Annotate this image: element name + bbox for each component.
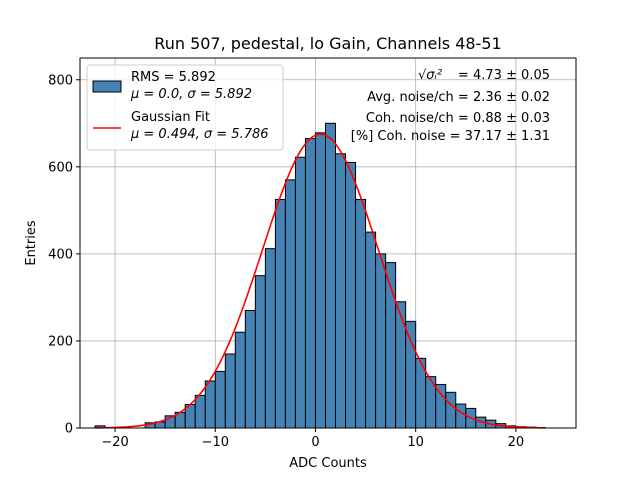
- annotation-sigma-formula: √σᵢ²: [418, 68, 442, 83]
- x-tick-label: 0: [311, 435, 319, 450]
- x-tick-label: −10: [202, 435, 229, 450]
- chart-title: Run 507, pedestal, lo Gain, Channels 48-…: [154, 34, 501, 53]
- gaussian-fit-curve: [95, 133, 546, 429]
- histogram-bar: [194, 394, 206, 429]
- plot-frame: [79, 57, 577, 429]
- histogram-bar: [264, 248, 276, 429]
- legend-box: [86, 64, 284, 151]
- histogram-bar: [395, 301, 407, 429]
- histogram-bar: [244, 309, 256, 429]
- histogram-bar: [214, 370, 226, 429]
- histogram-bar: [445, 391, 457, 429]
- histogram-bar: [294, 156, 306, 429]
- legend-histogram-stats: μ = 0.0, σ = 5.892: [130, 87, 252, 102]
- histogram-bar: [355, 198, 367, 429]
- legend-histogram-label: RMS = 5.892: [131, 70, 216, 85]
- noise-annotations: √σᵢ² = 4.73 ± 0.05 Avg. noise/ch = 2.36 …: [351, 68, 550, 144]
- y-axis-label: Entries: [24, 220, 39, 266]
- histogram-bar: [274, 198, 286, 429]
- histogram-bar: [435, 383, 447, 429]
- histogram-bar: [284, 179, 296, 429]
- histogram-bar: [224, 353, 236, 429]
- annotation-avg-noise: Avg. noise/ch = 2.36 ± 0.02: [367, 90, 550, 105]
- y-tick-label: 600: [48, 160, 73, 175]
- histogram-bar: [375, 253, 387, 429]
- legend: RMS = 5.892 μ = 0.0, σ = 5.892 Gaussian …: [86, 64, 284, 151]
- histogram-bar: [204, 380, 216, 429]
- histogram-bar: [365, 231, 377, 429]
- fit-curve-group: [95, 133, 546, 429]
- histogram-bar: [304, 138, 316, 429]
- histogram-bar: [455, 403, 467, 429]
- legend-fit-stats: μ = 0.494, σ = 5.786: [130, 127, 269, 142]
- histogram-bar: [234, 331, 246, 429]
- legend-histogram-swatch: [92, 80, 122, 93]
- annotation-coh-noise-percent: [%] Coh. noise = 37.17 ± 1.31: [351, 129, 550, 144]
- histogram-bar: [345, 161, 357, 429]
- histogram-bar: [314, 132, 326, 429]
- annotation-coh-noise: Coh. noise/ch = 0.88 ± 0.03: [366, 111, 550, 126]
- histogram-bar: [324, 122, 337, 429]
- x-tick-label: −20: [101, 435, 128, 450]
- y-tick-label: 0: [65, 422, 73, 437]
- histogram-bar: [254, 275, 266, 429]
- x-axis-label: ADC Counts: [289, 456, 367, 471]
- y-tick-label: 400: [48, 247, 73, 262]
- histogram-bar: [335, 153, 347, 429]
- y-tick-label: 200: [48, 334, 73, 349]
- y-tick-label: 800: [48, 73, 73, 88]
- x-tick-label: 10: [407, 435, 424, 450]
- legend-fit-label: Gaussian Fit: [131, 110, 210, 125]
- annotation-sigma-sum: = 4.73 ± 0.05: [458, 68, 550, 83]
- histogram-bar: [405, 320, 417, 429]
- x-tick-label: 20: [508, 435, 525, 450]
